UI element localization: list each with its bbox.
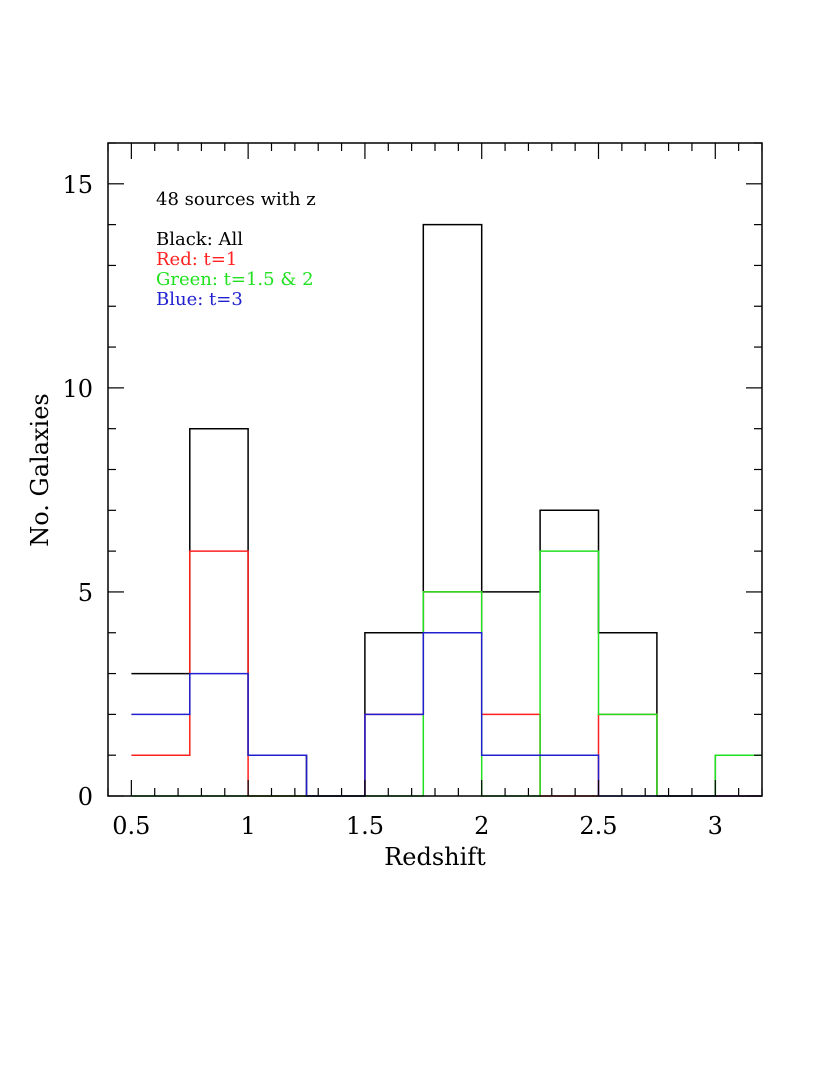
x-tick-label: 2 [474, 812, 489, 840]
y-axis-label: No. Galaxies [26, 393, 54, 546]
y-tick-label: 15 [62, 171, 93, 199]
labels-layer: 0.5 1 1.5 2 2.5 3 0 5 10 15 [62, 171, 722, 840]
sample-annotation: 48 sources with z [156, 189, 316, 210]
y-tick-label: 5 [78, 579, 93, 607]
x-tick-label: 2.5 [579, 812, 617, 840]
y-tick-label: 0 [78, 783, 93, 811]
y-tick-label: 10 [62, 375, 93, 403]
x-tick-label: 1 [241, 812, 256, 840]
legend-entry: Red: t=1 [156, 249, 237, 270]
x-tick-label: 1.5 [346, 812, 384, 840]
legend-entry: Green: t=1.5 & 2 [156, 269, 314, 290]
x-axis-label: Redshift [384, 843, 486, 871]
x-tick-label: 0.5 [112, 812, 150, 840]
plot-frame [107, 142, 763, 797]
x-tick-label: 3 [708, 812, 723, 840]
legend-entry: Black: All [156, 229, 243, 250]
legend-entry: Blue: t=3 [156, 289, 243, 310]
